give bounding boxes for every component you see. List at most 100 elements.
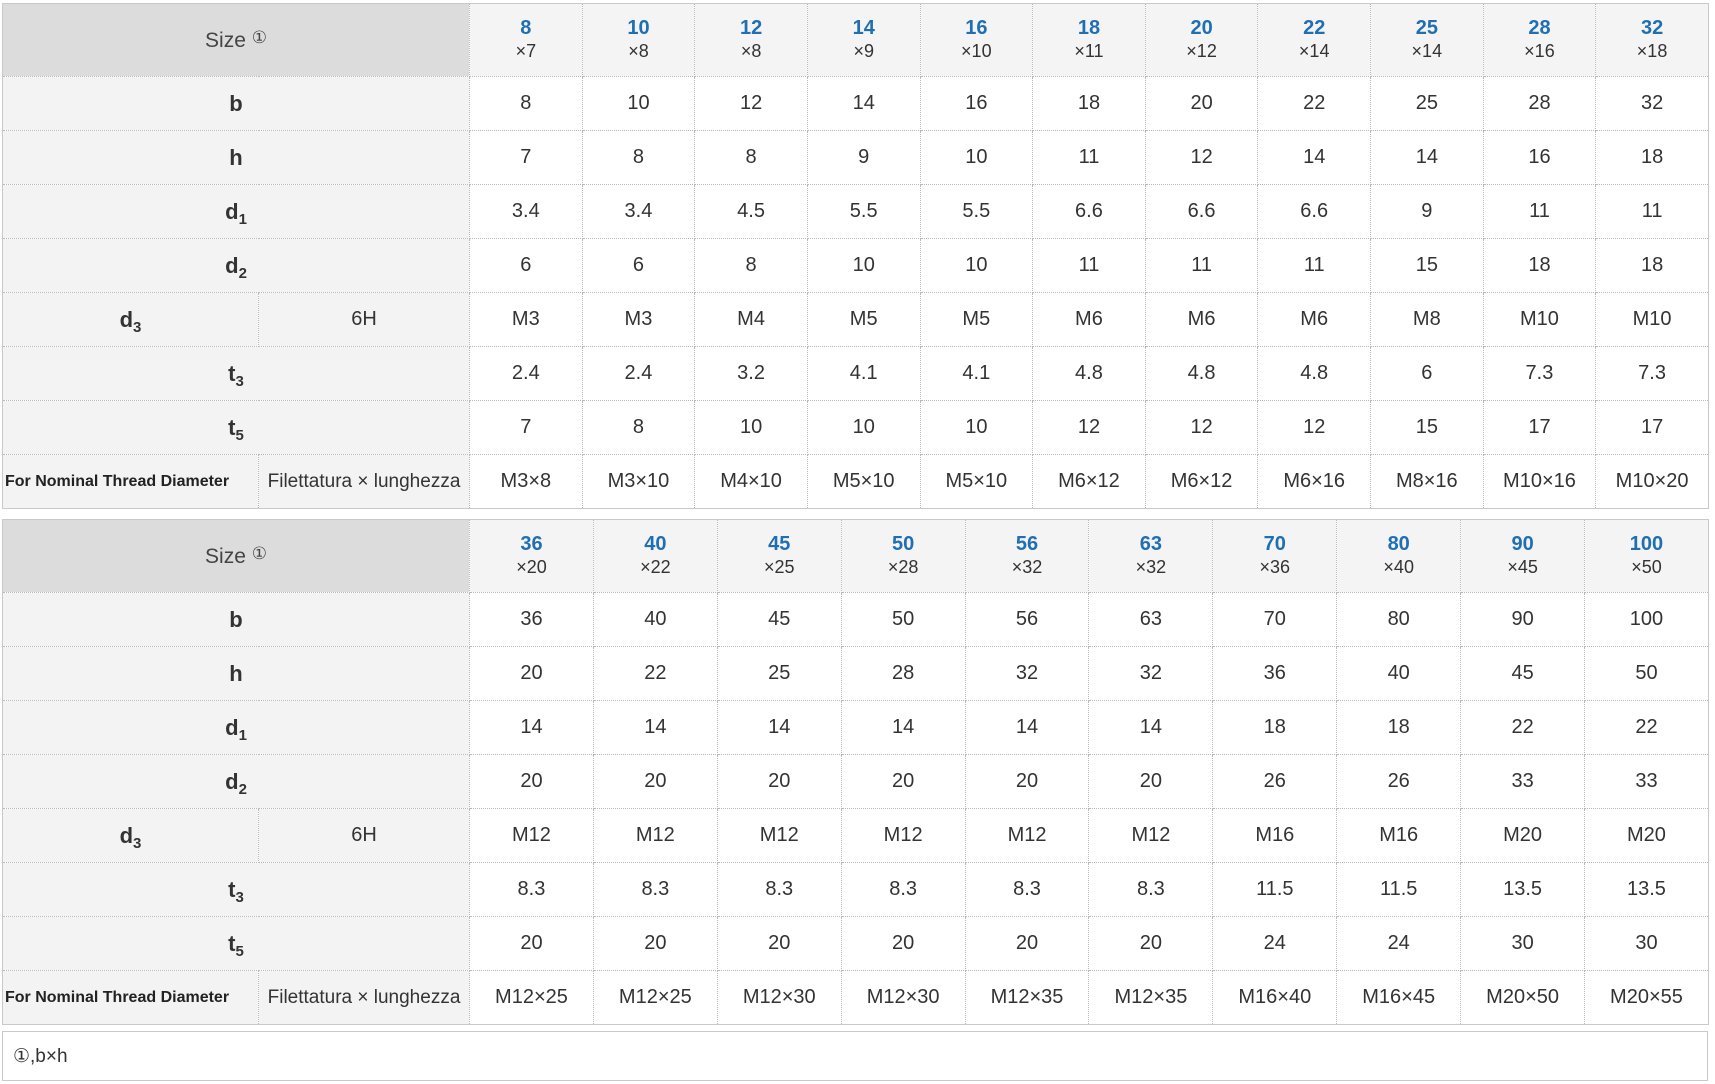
table-cell: M20×55 [1584,970,1709,1025]
table-cell: 12 [1144,400,1259,455]
size-header-label: Size ① [1,3,471,77]
size-width: 63 [1139,533,1163,555]
table-cell: 8 [694,130,808,185]
size-header-cell: 56 ×32 [964,519,1090,593]
size-width: 10 [627,17,650,39]
row-d2: d2 6 6 8 10 10 11 11 11 15 18 18 [1,238,1709,293]
row-label-subscript: 2 [238,780,247,798]
table-cell: M12×25 [469,970,594,1025]
table-cell: 14 [964,700,1090,755]
size-label: Size [205,544,246,568]
size-header-label: Size ① [1,519,471,593]
table-cell: 7 [469,130,583,185]
table-cell: 20 [592,916,718,971]
row-label-subscript: 3 [133,834,142,852]
table-cell: M6×12 [1144,454,1259,509]
table-cell: M12 [716,808,842,863]
table-cell: 9 [806,130,921,185]
table-cell: 11 [1032,130,1146,185]
table-cell: 2.4 [581,346,696,401]
table-cell: 8 [581,130,696,185]
table-cell: M5 [806,292,921,347]
table-cell: 32 [1088,646,1214,701]
row-label-symbol: t [228,360,236,386]
row-label-subscript: 2 [238,264,247,282]
row-b: b 36 40 45 50 56 63 70 80 90 100 [1,592,1709,647]
table-cell: 4.8 [1032,346,1146,401]
table-cell: 12 [694,76,808,131]
table-cell: 45 [1460,646,1586,701]
table-cell: 18 [1032,76,1146,131]
table-cell: 24 [1336,916,1462,971]
table-cell: 32 [1595,76,1709,131]
table-cell: 20 [840,916,966,971]
table-cell: 11.5 [1212,862,1338,917]
table-cell: M12 [469,808,594,863]
size-height: ×20 [516,557,547,577]
size-header-cell: 25 ×14 [1370,3,1484,77]
size-header-cell: 20 ×12 [1144,3,1259,77]
row-t3: t3 2.4 2.4 3.2 4.1 4.1 4.8 4.8 4.8 6 7.3 7.3 [1,346,1709,401]
table-cell: 6.6 [1032,184,1146,239]
table-cell: 20 [469,916,594,971]
size-table-1: Size ① 8 ×7 10 ×8 12 ×8 14 ×9 16 ×10 18 ×11 20 ×12 22 ×1… [1,3,1709,509]
row-label-d1: d1 [1,700,471,755]
table-cell: 10 [919,130,1034,185]
table-cell: 6 [581,238,696,293]
table-cell: M12 [592,808,718,863]
table-cell: 10 [919,400,1034,455]
table-cell: 20 [840,754,966,809]
row-d3: d3 6H M3 M3 M4 M5 M5 M6 M6 M6 M8 M10 M10 [2,292,1709,347]
table-cell: M6×16 [1257,454,1372,509]
size-width: 25 [1415,17,1438,39]
size-header-cell: 22 ×14 [1257,3,1372,77]
table-cell: 11 [1032,238,1146,293]
table-cell: M6×12 [1032,454,1146,509]
size-width: 50 [892,533,915,555]
size-width: 12 [739,17,763,39]
size-width: 28 [1528,17,1551,39]
size-header-cell: 16 ×10 [919,3,1034,77]
size-header-cell: 36 ×20 [469,519,594,593]
footnote-marker: ① [251,543,267,563]
size-width: 22 [1303,17,1326,39]
row-b: b 8 10 12 14 16 18 20 22 25 28 32 [1,76,1709,131]
row-label-symbol: d [119,822,134,848]
size-header-cell: 70 ×36 [1212,519,1338,593]
table-cell: 50 [1584,646,1709,701]
table-cell: 17 [1482,400,1597,455]
size-header-cell: 50 ×28 [840,519,966,593]
size-width: 20 [1190,17,1213,39]
row-label-thread-it: Filettatura × lunghezza [257,454,471,509]
table-cell: 15 [1370,238,1484,293]
table-cell: 20 [716,916,842,971]
row-label-subscript: 3 [133,318,142,336]
table-cell: M12×35 [964,970,1090,1025]
table-cell: 8.3 [592,862,718,917]
size-header-cell: 63 ×32 [1088,519,1214,593]
table-cell: 50 [840,592,966,647]
table-cell: 12 [1032,400,1146,455]
table-cell: 3.4 [581,184,696,239]
table-cell: 16 [1482,130,1597,185]
row-label-symbol: d [225,714,239,740]
row-label-symbol: d [225,198,239,224]
table-cell: 3.2 [694,346,808,401]
size-height: ×36 [1259,557,1291,577]
table-cell: 20 [1144,76,1259,131]
table-cell: 28 [1482,76,1597,131]
table-cell: 22 [1257,76,1372,131]
table-cell: 20 [964,754,1090,809]
table-cell: M3×10 [581,454,696,509]
size-width: 45 [768,533,791,555]
table-cell: 80 [1336,592,1462,647]
footnote-text: ①,b×h [13,1046,68,1067]
row-label-symbol: t [228,930,236,956]
row-h: h 20 22 25 28 32 32 36 40 45 50 [1,646,1709,701]
size-height: ×18 [1636,41,1668,61]
table-cell: M10 [1595,292,1709,347]
table-cell: 40 [1336,646,1462,701]
size-label: Size [205,28,246,52]
size-height: ×40 [1383,557,1414,577]
row-label-thread-en: For Nominal Thread Diameter [2,454,259,509]
